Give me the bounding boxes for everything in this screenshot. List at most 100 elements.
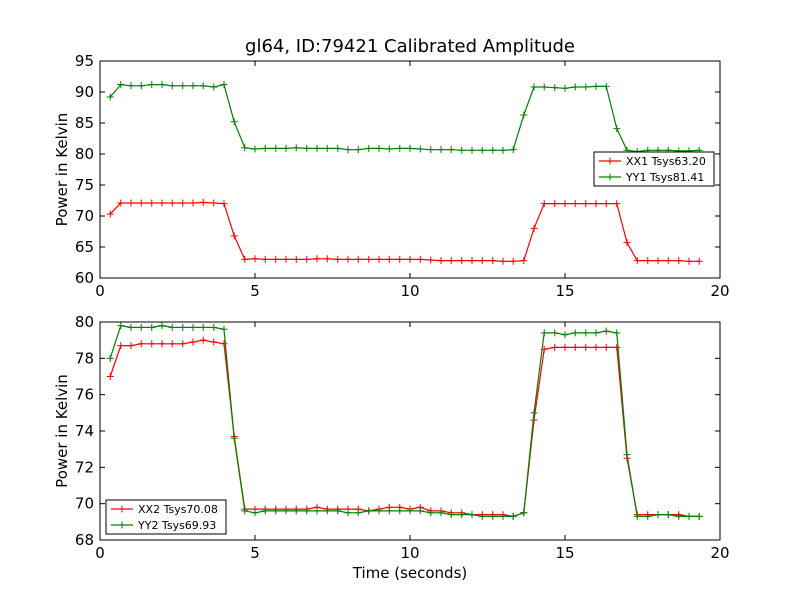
data-point	[458, 511, 466, 519]
data-point	[354, 509, 362, 517]
data-point	[303, 255, 311, 263]
data-point	[137, 340, 145, 348]
data-point	[220, 325, 228, 333]
data-point	[499, 512, 507, 520]
data-point	[189, 199, 197, 207]
data-point	[447, 511, 455, 519]
data-point	[323, 144, 331, 152]
x-tick-label: 20	[710, 282, 729, 300]
data-point	[210, 323, 218, 331]
data-point	[334, 144, 342, 152]
y-tick-label: 60	[75, 269, 94, 287]
data-point	[313, 507, 321, 515]
data-point	[168, 323, 176, 331]
data-point	[530, 83, 538, 91]
data-point	[623, 451, 631, 459]
data-point	[251, 255, 259, 263]
data-point	[334, 255, 342, 263]
data-point	[251, 145, 259, 153]
data-point	[137, 199, 145, 207]
data-point	[458, 257, 466, 265]
data-point	[664, 257, 672, 265]
data-point	[282, 507, 290, 515]
data-point	[303, 144, 311, 152]
data-point	[375, 507, 383, 515]
data-point	[520, 111, 528, 119]
data-point	[623, 239, 631, 247]
panel-2: 0 5 10 15 20 68 70 72 74 76 78 80 Power in Kelvin XX2…	[53, 313, 730, 562]
y-tick-label: 76	[75, 386, 94, 404]
data-point	[303, 507, 311, 515]
y-tick-label: 95	[75, 52, 94, 70]
data-point	[416, 255, 424, 263]
data-point	[478, 257, 486, 265]
data-point	[179, 82, 187, 90]
data-point	[106, 373, 114, 380]
series-line-1	[109, 339, 700, 518]
data-point	[344, 255, 352, 263]
data-point	[437, 257, 445, 265]
data-point	[344, 509, 352, 517]
panel-1: 0 5 10 15 20 60 65 70 75 80 85 90 95 Power in Kelvin X…	[53, 52, 730, 300]
data-point	[427, 256, 435, 264]
data-point	[530, 224, 538, 232]
x-tick-label: 5	[250, 282, 260, 300]
data-point	[385, 255, 393, 263]
data-point	[664, 511, 672, 519]
data-point	[489, 146, 497, 154]
data-point	[106, 354, 114, 362]
y-tick-label: 72	[75, 458, 94, 476]
data-point	[416, 145, 424, 153]
data-point	[571, 329, 579, 337]
data-point	[509, 512, 517, 520]
legend-label: YY2 Tsys69.93	[137, 519, 216, 532]
data-point	[406, 507, 414, 515]
x-tick-label: 0	[95, 544, 105, 562]
data-point	[499, 257, 507, 265]
legend: XX2 Tsys70.08 YY2 Tsys69.93	[105, 499, 227, 535]
data-point	[582, 343, 590, 351]
data-point	[592, 82, 600, 90]
data-point	[292, 144, 300, 152]
data-point	[509, 257, 517, 265]
y-tick-label: 74	[75, 422, 94, 440]
data-point	[385, 507, 393, 515]
data-point	[520, 257, 528, 265]
data-point	[592, 329, 600, 337]
data-point	[168, 82, 176, 90]
y-tick-label: 75	[75, 176, 94, 194]
data-point	[282, 255, 290, 263]
data-point	[220, 81, 228, 89]
data-point	[313, 255, 321, 263]
data-point	[416, 507, 424, 515]
data-point	[179, 340, 187, 348]
data-point	[261, 507, 269, 515]
data-point	[199, 323, 207, 331]
y-tick-label: 85	[75, 114, 94, 132]
data-point	[261, 144, 269, 152]
data-point	[561, 343, 569, 351]
data-point	[447, 146, 455, 154]
data-point	[675, 512, 683, 520]
data-point	[117, 81, 125, 89]
data-point	[602, 82, 610, 90]
data-point	[210, 338, 218, 346]
legend-marker	[118, 521, 126, 529]
series-line-2	[109, 83, 700, 153]
data-point	[592, 200, 600, 208]
data-point	[127, 323, 135, 331]
data-point	[272, 507, 280, 515]
data-point	[106, 93, 114, 101]
data-point	[437, 146, 445, 154]
data-point	[644, 257, 652, 265]
data-point	[530, 409, 538, 417]
data-point	[406, 144, 414, 152]
data-point	[148, 340, 156, 348]
x-axis-label: Time (seconds)	[352, 564, 468, 582]
data-point	[468, 511, 476, 519]
data-point	[613, 125, 621, 133]
data-point	[695, 257, 703, 265]
data-point	[168, 340, 176, 348]
data-point	[644, 512, 652, 520]
data-point	[148, 199, 156, 207]
